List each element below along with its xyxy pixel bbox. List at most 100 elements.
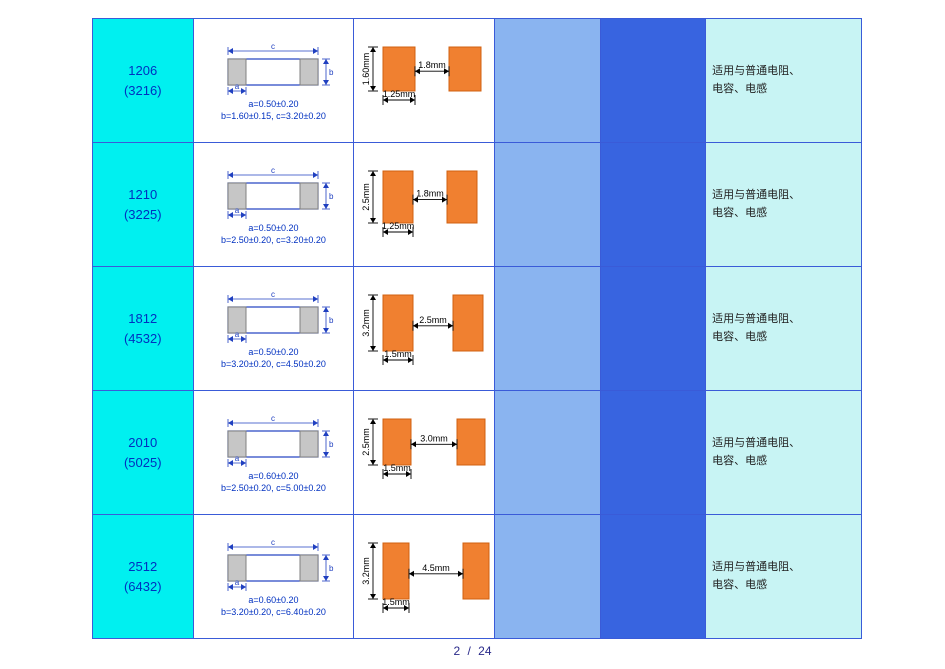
svg-text:3.2mm: 3.2mm bbox=[361, 557, 371, 585]
svg-text:a: a bbox=[235, 206, 240, 215]
svg-text:b: b bbox=[329, 564, 334, 573]
cell-component-spec: c a b a=0.50±0.20b=1.60±0.15, c=3.20±0.20 bbox=[193, 19, 354, 143]
cell-size-code: 1812(4532) bbox=[93, 267, 194, 391]
spec-bc: b=2.50±0.20, c=3.20±0.20 bbox=[196, 235, 352, 247]
code-imperial: 2512 bbox=[93, 557, 193, 577]
svg-text:2.5mm: 2.5mm bbox=[361, 428, 371, 456]
spec-a: a=0.50±0.20 bbox=[196, 99, 352, 111]
svg-text:1.5mm: 1.5mm bbox=[383, 463, 411, 473]
table-row: 2512(6432) c a b a=0.60±0.20b=3.20±0.20, c=6… bbox=[93, 515, 862, 639]
cell-blank-2 bbox=[600, 391, 706, 515]
cell-component-spec: c a b a=0.50±0.20b=2.50±0.20, c=3.20±0.20 bbox=[193, 143, 354, 267]
page-current: 2 bbox=[453, 644, 460, 658]
code-metric: (4532) bbox=[93, 329, 193, 349]
cell-applicability: 适用与普通电阻、电容、电感 bbox=[706, 143, 862, 267]
svg-text:1.5mm: 1.5mm bbox=[382, 597, 410, 607]
note-line1: 适用与普通电阻、 bbox=[712, 437, 800, 449]
cell-component-spec: c a b a=0.50±0.20b=3.20±0.20, c=4.50±0.20 bbox=[193, 267, 354, 391]
note-line2: 电容、电感 bbox=[712, 207, 767, 219]
spec-bc: b=3.20±0.20, c=4.50±0.20 bbox=[196, 359, 352, 371]
svg-text:b: b bbox=[329, 192, 334, 201]
svg-text:c: c bbox=[271, 166, 275, 175]
svg-text:1.25mm: 1.25mm bbox=[383, 89, 416, 99]
spec-bc: b=3.20±0.20, c=6.40±0.20 bbox=[196, 607, 352, 619]
cell-component-spec: c a b a=0.60±0.20b=2.50±0.20, c=5.00±0.20 bbox=[193, 391, 354, 515]
svg-text:2.5mm: 2.5mm bbox=[419, 314, 447, 324]
cell-applicability: 适用与普通电阻、电容、电感 bbox=[706, 515, 862, 639]
cell-footprint: 2.5mm 3.0mm 1.5mm bbox=[354, 391, 495, 515]
cell-size-code: 1206(3216) bbox=[93, 19, 194, 143]
svg-text:b: b bbox=[329, 440, 334, 449]
cell-applicability: 适用与普通电阻、电容、电感 bbox=[706, 267, 862, 391]
spec-a: a=0.50±0.20 bbox=[196, 347, 352, 359]
table-row: 1812(4532) c a b a=0.50±0.20b=3.20±0.20, c=4… bbox=[93, 267, 862, 391]
cell-blank-2 bbox=[600, 19, 706, 143]
note-line1: 适用与普通电阻、 bbox=[712, 65, 800, 77]
svg-text:c: c bbox=[271, 538, 275, 547]
note-line1: 适用与普通电阻、 bbox=[712, 313, 800, 325]
svg-text:b: b bbox=[329, 68, 334, 77]
page: 1206(3216)caba=0.50±0.20b=1.60±0.15, c=3… bbox=[0, 0, 945, 669]
code-imperial: 1210 bbox=[93, 185, 193, 205]
note-line1: 适用与普通电阻、 bbox=[712, 189, 800, 201]
note-line2: 电容、电感 bbox=[712, 83, 767, 95]
cell-size-code: 2010(5025) bbox=[93, 391, 194, 515]
cell-size-code: 2512(6432) bbox=[93, 515, 194, 639]
table-row: 2010(5025) c a b a=0.60±0.20b=2.50±0.20, c=5… bbox=[93, 391, 862, 515]
svg-text:3.2mm: 3.2mm bbox=[361, 309, 371, 337]
note-line2: 电容、电感 bbox=[712, 579, 767, 591]
svg-text:2.5mm: 2.5mm bbox=[361, 183, 371, 211]
svg-text:c: c bbox=[271, 414, 275, 423]
code-metric: (3216) bbox=[93, 81, 193, 101]
spec-bc: b=2.50±0.20, c=5.00±0.20 bbox=[196, 483, 352, 495]
spec-a: a=0.60±0.20 bbox=[196, 595, 352, 607]
code-imperial: 1812 bbox=[93, 309, 193, 329]
cell-applicability: 适用与普通电阻、电容、电感 bbox=[706, 391, 862, 515]
page-footer: 2 / 24 bbox=[0, 644, 945, 658]
table-row: 1206(3216) c a b a=0.50±0.20b=1.60±0.15, c=3… bbox=[93, 19, 862, 143]
cell-footprint: 1.60mm 1.8mm 1.25mm bbox=[354, 19, 495, 143]
cell-blank-1 bbox=[495, 267, 601, 391]
svg-text:a: a bbox=[235, 330, 240, 339]
svg-text:4.5mm: 4.5mm bbox=[422, 562, 450, 572]
code-metric: (3225) bbox=[93, 205, 193, 225]
svg-text:1.8mm: 1.8mm bbox=[418, 60, 446, 70]
cell-size-code: 1210(3225) bbox=[93, 143, 194, 267]
code-imperial: 1206 bbox=[93, 61, 193, 81]
cell-blank-2 bbox=[600, 515, 706, 639]
svg-text:c: c bbox=[271, 42, 275, 51]
cell-blank-2 bbox=[600, 143, 706, 267]
note-line1: 适用与普通电阻、 bbox=[712, 561, 800, 573]
code-metric: (6432) bbox=[93, 577, 193, 597]
spec-a: a=0.50±0.20 bbox=[196, 223, 352, 235]
cell-footprint: 2.5mm 1.8mm 1.25mm bbox=[354, 143, 495, 267]
smd-size-table: 1206(3216)caba=0.50±0.20b=1.60±0.15, c=3… bbox=[92, 18, 862, 639]
svg-text:b: b bbox=[329, 316, 334, 325]
svg-text:a: a bbox=[235, 82, 240, 91]
page-total: 24 bbox=[478, 644, 491, 658]
code-metric: (5025) bbox=[93, 453, 193, 473]
svg-text:1.60mm: 1.60mm bbox=[361, 52, 371, 85]
svg-text:1.8mm: 1.8mm bbox=[416, 188, 444, 198]
svg-text:a: a bbox=[235, 454, 240, 463]
code-imperial: 2010 bbox=[93, 433, 193, 453]
cell-blank-1 bbox=[495, 19, 601, 143]
cell-blank-1 bbox=[495, 391, 601, 515]
cell-blank-1 bbox=[495, 143, 601, 267]
note-line2: 电容、电感 bbox=[712, 455, 767, 467]
cell-blank-2 bbox=[600, 267, 706, 391]
cell-footprint: 3.2mm 4.5mm 1.5mm bbox=[354, 515, 495, 639]
cell-footprint: 3.2mm 2.5mm 1.5mm bbox=[354, 267, 495, 391]
page-sep: / bbox=[467, 644, 470, 658]
spec-bc: b=1.60±0.15, c=3.20±0.20 bbox=[196, 111, 352, 123]
cell-applicability: 适用与普通电阻、电容、电感 bbox=[706, 19, 862, 143]
svg-text:c: c bbox=[271, 290, 275, 299]
table-row: 1210(3225) c a b a=0.50±0.20b=2.50±0.20, c=3… bbox=[93, 143, 862, 267]
spec-a: a=0.60±0.20 bbox=[196, 471, 352, 483]
svg-text:1.25mm: 1.25mm bbox=[382, 221, 415, 231]
note-line2: 电容、电感 bbox=[712, 331, 767, 343]
svg-text:a: a bbox=[235, 578, 240, 587]
svg-text:3.0mm: 3.0mm bbox=[420, 433, 448, 443]
cell-component-spec: c a b a=0.60±0.20b=3.20±0.20, c=6.40±0.20 bbox=[193, 515, 354, 639]
svg-text:1.5mm: 1.5mm bbox=[384, 349, 412, 359]
